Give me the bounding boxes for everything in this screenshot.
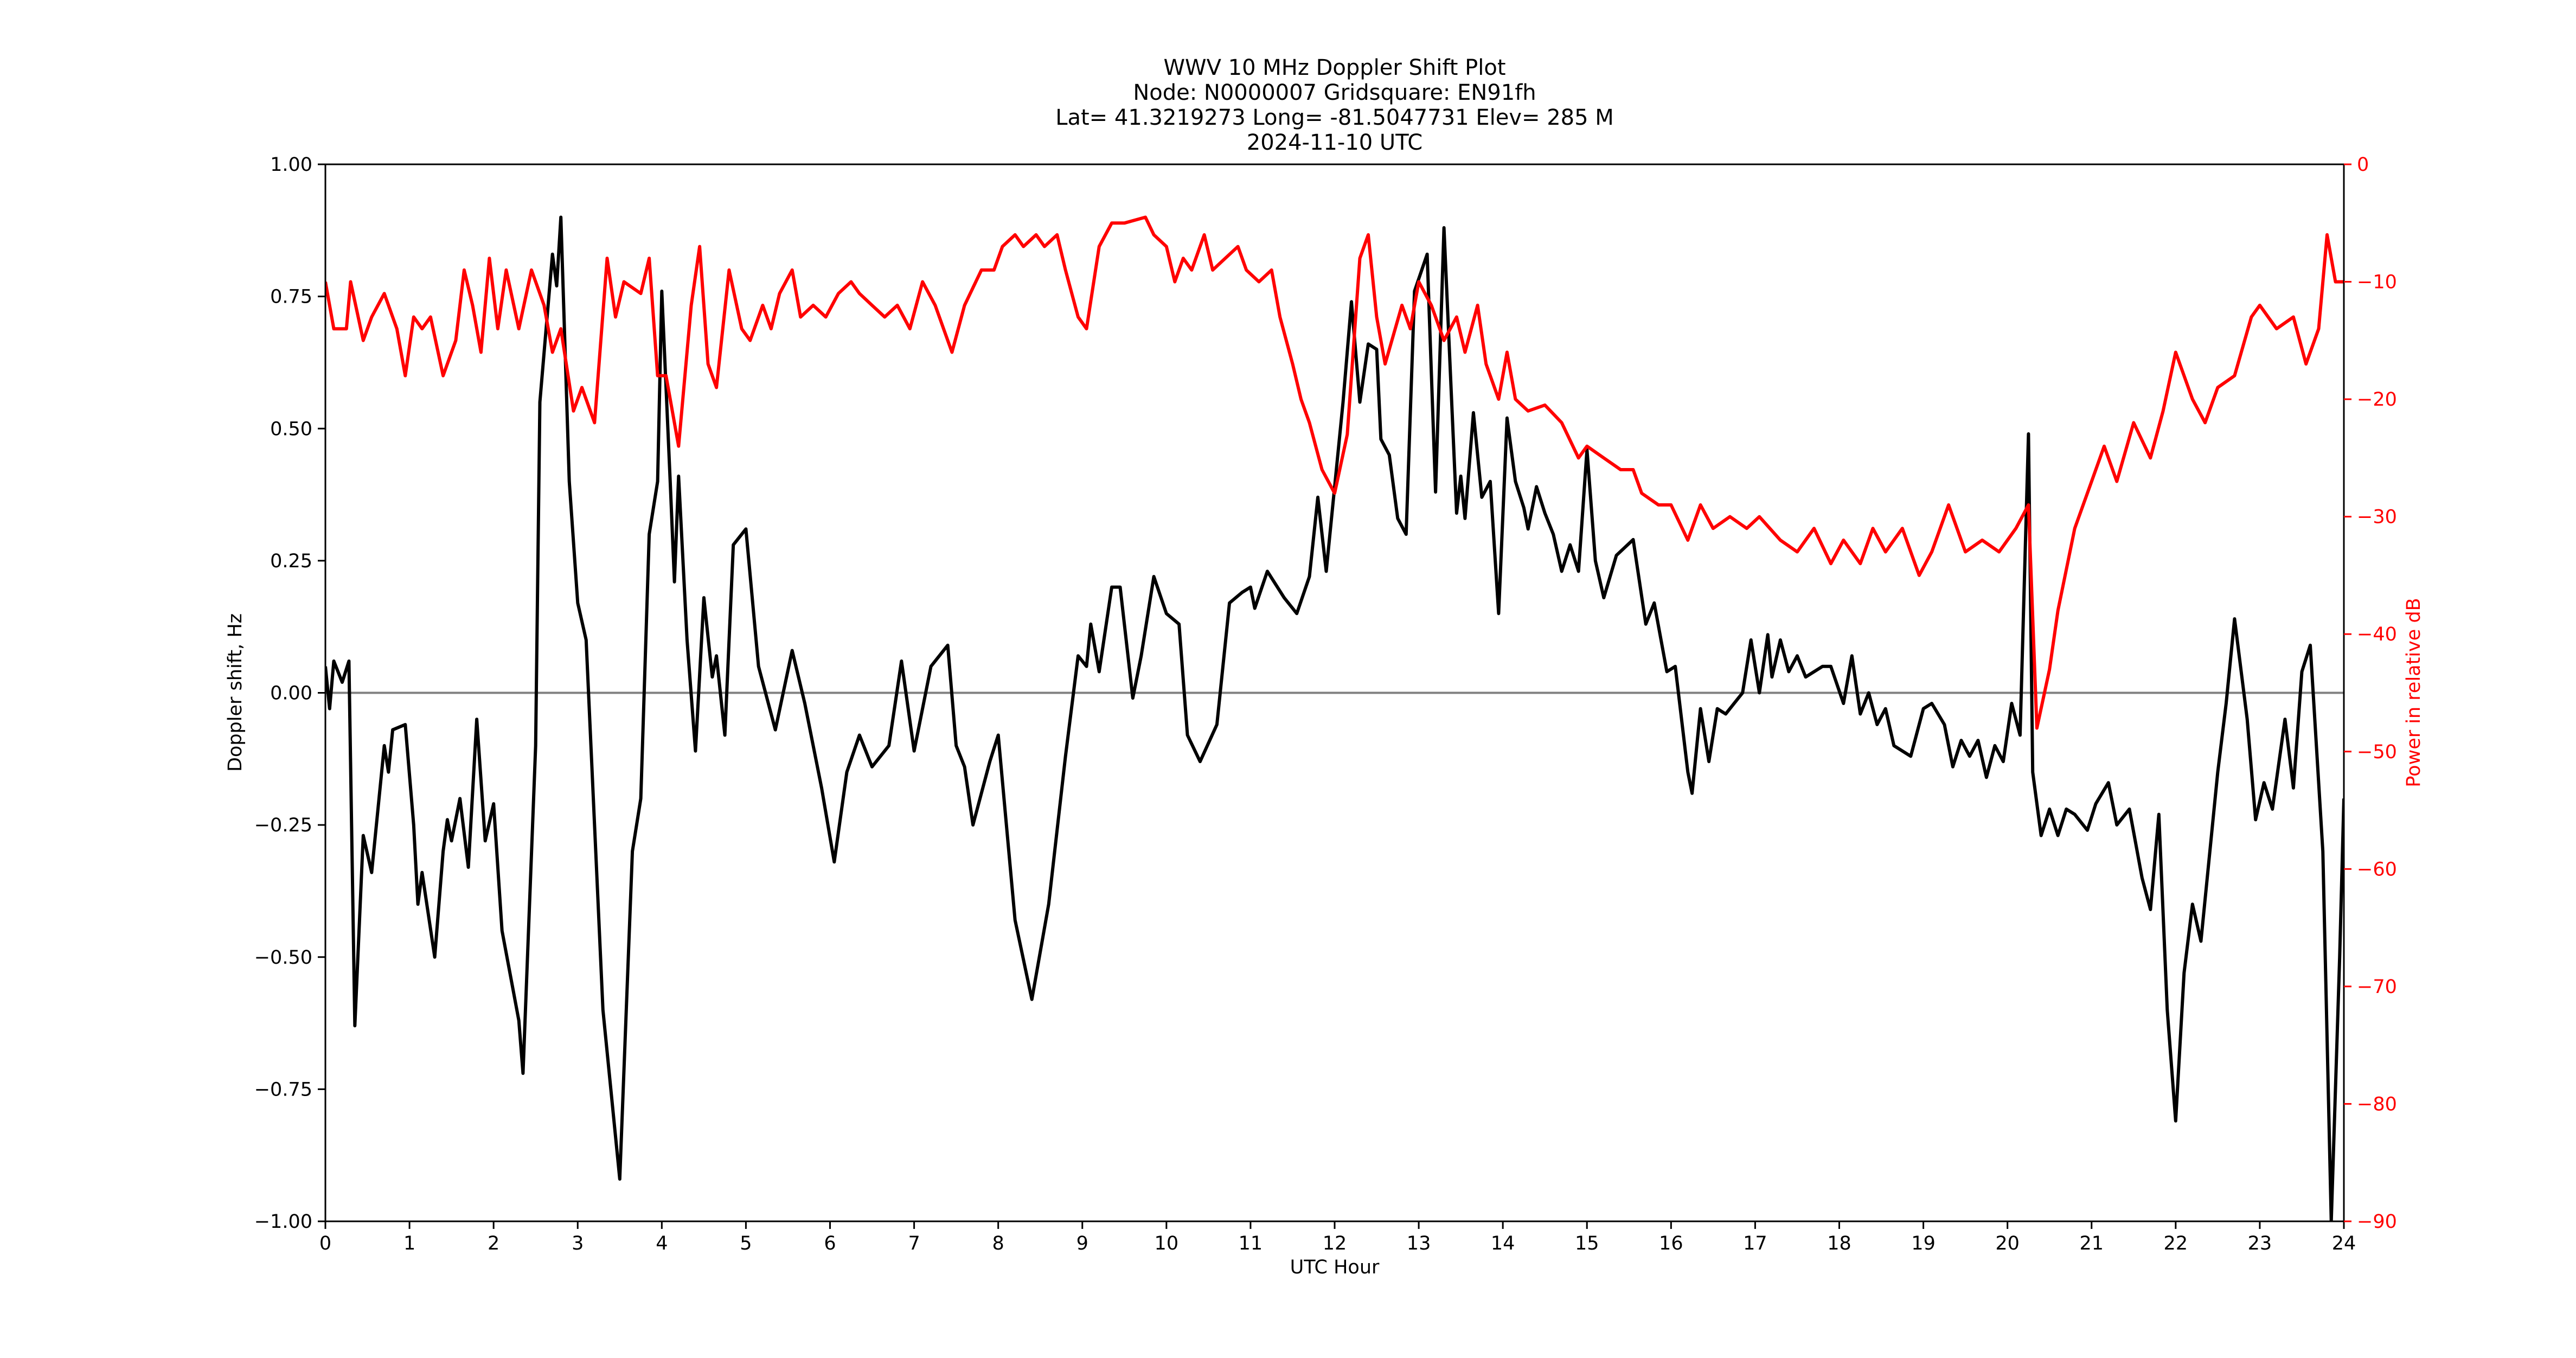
x-tick-label: 21: [2079, 1233, 2104, 1254]
y2-tick-label: −10: [2357, 272, 2397, 293]
y-tick-label: 1.00: [270, 154, 312, 176]
x-tick-label: 8: [992, 1233, 1004, 1254]
x-tick-label: 23: [2248, 1233, 2272, 1254]
x-tick-label: 7: [908, 1233, 920, 1254]
y2-axis-label: Power in relative dB: [2403, 598, 2425, 787]
y2-tick-label: −90: [2357, 1211, 2397, 1233]
y2-tick-label: −40: [2357, 624, 2397, 645]
y2-tick-label: 0: [2357, 154, 2369, 176]
y-tick-label: 0.75: [270, 286, 312, 308]
chart-title: WWV 10 MHz Doppler Shift Plot Node: N000…: [1055, 55, 1614, 155]
x-tick-label: 20: [1995, 1233, 2020, 1254]
x-tick-label: 15: [1575, 1233, 1599, 1254]
y-tick-label: −0.25: [254, 815, 312, 836]
x-axis-label: UTC Hour: [1290, 1257, 1380, 1278]
x-tick-label: 0: [319, 1233, 331, 1254]
x-tick-label: 16: [1659, 1233, 1683, 1254]
x-tick-label: 4: [656, 1233, 668, 1254]
y-tick-label: 0.50: [270, 418, 312, 440]
x-tick-label: 6: [824, 1233, 836, 1254]
x-tick-label: 14: [1491, 1233, 1515, 1254]
y2-tick-label: −80: [2357, 1093, 2397, 1115]
y-tick-label: 0.25: [270, 550, 312, 572]
x-tick-label: 3: [572, 1233, 584, 1254]
y2-tick-label: −30: [2357, 507, 2397, 528]
x-tick-label: 18: [1827, 1233, 1851, 1254]
x-tick-label: 24: [2332, 1233, 2356, 1254]
x-tick-label: 1: [403, 1233, 415, 1254]
y-tick-label: −0.50: [254, 947, 312, 969]
y2-tick-label: −70: [2357, 976, 2397, 998]
y2-tick-label: −50: [2357, 741, 2397, 763]
x-tick-label: 9: [1076, 1233, 1088, 1254]
x-tick-label: 11: [1239, 1233, 1263, 1254]
x-tick-label: 10: [1155, 1233, 1179, 1254]
doppler-series-line: [325, 215, 2344, 1221]
y2-tick-label: −60: [2357, 859, 2397, 880]
x-tick-label: 22: [2164, 1233, 2188, 1254]
x-tick-label: 12: [1323, 1233, 1347, 1254]
x-tick-label: 5: [740, 1233, 752, 1254]
x-tick-label: 13: [1407, 1233, 1431, 1254]
y-tick-label: −1.00: [254, 1211, 312, 1233]
y-tick-label: 0.00: [270, 683, 312, 704]
y2-tick-label: −20: [2357, 389, 2397, 411]
title-line-2: Node: N0000007 Gridsquare: EN91fh: [1133, 80, 1536, 105]
y-axis-label: Doppler shift, Hz: [225, 613, 246, 772]
x-tick-label: 19: [1911, 1233, 1936, 1254]
x-tick-label: 17: [1743, 1233, 1767, 1254]
power-series-line: [325, 215, 2344, 730]
title-line-4: 2024-11-10 UTC: [1247, 130, 1422, 155]
title-line-3: Lat= 41.3219273 Long= -81.5047731 Elev= …: [1055, 105, 1614, 130]
title-line-1: WWV 10 MHz Doppler Shift Plot: [1163, 55, 1505, 80]
y-tick-label: −0.75: [254, 1079, 312, 1100]
x-tick-label: 2: [488, 1233, 499, 1254]
